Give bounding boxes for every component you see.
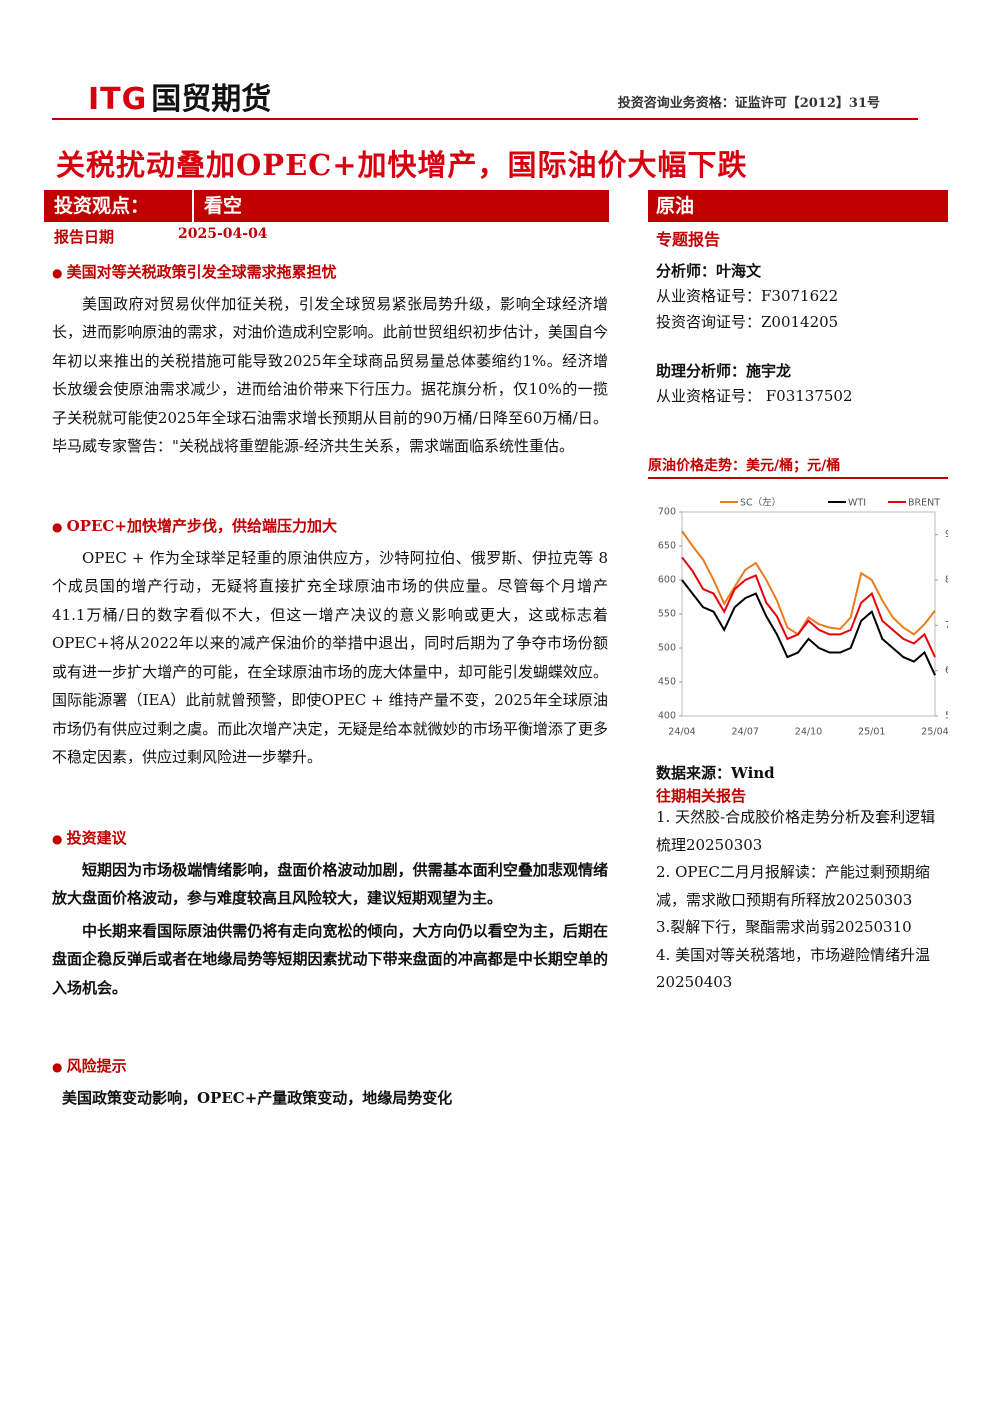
related-list: 1. 天然胶-合成胶价格走势分析及套利逻辑梳理20250303 2. OPEC二…: [656, 804, 946, 997]
paragraph: 美国政策变动影响，OPEC+产量政策变动，地缘局势变化: [62, 1088, 453, 1107]
qualification: 投资咨询业务资格：证监许可【2012】31号: [617, 96, 880, 111]
y-tick-label: 400: [658, 711, 676, 722]
related-item: 3.裂解下行，聚酯需求尚弱20250310: [656, 918, 912, 936]
section: 风险提示 美国政策变动影响，OPEC+产量政策变动，地缘局势变化: [52, 1052, 608, 1112]
paragraph: OPEC + 作为全球举足轻重的原油供应方，沙特阿拉伯、俄罗斯、伊拉克等 8 个…: [52, 548, 608, 767]
series-line: [681, 579, 936, 676]
view-label: 投资观点：: [54, 195, 150, 217]
x-tick-label: 25/04: [921, 727, 948, 738]
view-value: 看空: [204, 195, 243, 217]
y2-tick-label: 65: [945, 665, 948, 676]
sector-bar: 原油: [648, 190, 948, 222]
data-source: 数据来源：Wind: [656, 764, 775, 782]
plot-frame: [681, 511, 936, 717]
legend-label: WTI: [848, 498, 866, 509]
section: OPEC+加快增产步伐，供给端压力加大 OPEC + 作为全球举足轻重的原油供应…: [52, 512, 608, 772]
related-item: 4. 美国对等关税落地，市场避险情绪升温20250403: [656, 945, 931, 992]
y2-tick-label: 55: [945, 711, 948, 722]
related-title: 往期相关报告: [656, 787, 747, 805]
x-tick-label: 24/04: [668, 727, 695, 738]
related-item: 2. OPEC二月月报解读：产能过剩预期缩减，需求敞口预期有所释放2025030…: [656, 863, 930, 909]
logo-itg: ITG: [88, 82, 148, 117]
section: 美国对等关税政策引发全球需求拖累担忧 美国政府对贸易伙伴加征关税，引发全球贸易紧…: [52, 258, 608, 461]
analyst: 分析师：叶海文: [656, 262, 762, 280]
paragraph: 短期因为市场极端情绪影响，盘面价格波动加剧，供需基本面利空叠加悲观情绪放大盘面价…: [52, 860, 608, 908]
logo-cn: 国贸期货: [151, 82, 272, 117]
section-heading: 风险提示: [52, 1052, 608, 1082]
series-line: [681, 556, 936, 658]
analyst: 投资咨询证号：Z0014205: [656, 313, 839, 331]
sector: 原油: [656, 195, 695, 217]
section-heading: 投资建议: [52, 824, 608, 854]
legend-label: BRENT: [908, 498, 940, 509]
y2-tick-label: 85: [945, 575, 948, 586]
y-tick-label: 600: [658, 575, 676, 586]
x-tick-label: 24/10: [795, 727, 822, 738]
section-heading: OPEC+加快增产步伐，供给端压力加大: [52, 512, 608, 542]
legend-label: SC（左）: [740, 497, 781, 509]
logo: ITG 国贸期货: [88, 74, 271, 118]
view-bar: 投资观点： 看空: [44, 190, 609, 222]
y-tick-label: 550: [658, 609, 676, 620]
x-tick-label: 24/07: [732, 727, 759, 738]
chart-title: 原油价格走势：美元/桶；元/桶: [648, 455, 948, 479]
paragraph: 中长期来看国际原油供需仍将有走向宽松的倾向，大方向仍以看空为主，后期在盘面企稳反…: [52, 921, 608, 997]
related-item: 1. 天然胶-合成胶价格走势分析及套利逻辑梳理20250303: [656, 808, 936, 854]
chart: 400 450 500 550 600 650 700 55 65 75 85 95 24/04 24/0…: [658, 497, 948, 738]
analyst: 助理分析师：施宇龙: [656, 362, 792, 380]
divider: [192, 190, 194, 222]
header-rule: [52, 118, 918, 120]
paragraph: 美国政府对贸易伙伴加征关税，引发全球贸易紧张局势升级，影响全球经济增长，进而影响…: [52, 294, 608, 456]
x-tick-label: 25/01: [858, 727, 885, 738]
series-line: [681, 530, 936, 636]
date-label: 报告日期: [54, 228, 115, 246]
analyst: 从业资格证号：F3071622: [656, 287, 839, 305]
report-type: 专题报告: [656, 230, 721, 249]
report-title: 关税扰动叠加OPEC+加快增产，国际油价大幅下跌: [56, 148, 748, 182]
y-tick-label: 500: [658, 643, 676, 654]
y2-tick-label: 95: [945, 529, 948, 540]
analyst: 从业资格证号： F03137502: [656, 387, 853, 405]
y-tick-label: 650: [658, 541, 676, 552]
section-heading: 美国对等关税政策引发全球需求拖累担忧: [52, 258, 608, 288]
date-value: 2025-04-04: [178, 226, 268, 242]
y-tick-label: 450: [658, 677, 676, 688]
section: 投资建议 短期因为市场极端情绪影响，盘面价格波动加剧，供需基本面利空叠加悲观情绪…: [52, 824, 608, 1002]
y-tick-label: 700: [658, 507, 676, 518]
y2-tick-label: 75: [945, 620, 948, 631]
